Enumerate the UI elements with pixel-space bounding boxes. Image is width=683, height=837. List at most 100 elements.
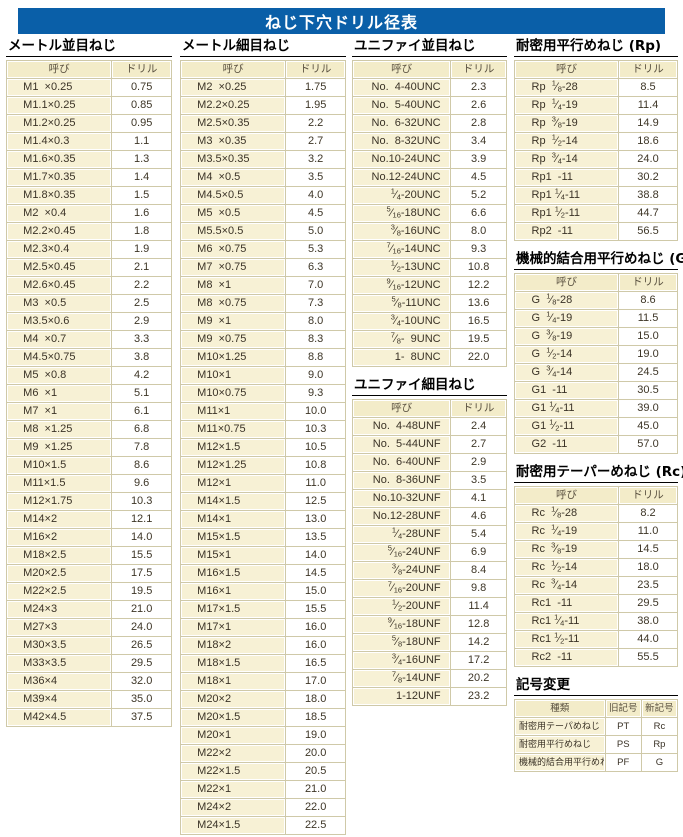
cell-drill-diameter: 1.6: [112, 204, 171, 222]
table-row: M6 ×1 5.1: [7, 384, 171, 402]
table-row: M1.4×0.3 1.1: [7, 132, 171, 150]
table-row: M12×1 11.0: [181, 474, 345, 492]
cell-drill-diameter: 55.5: [619, 648, 677, 666]
cell-drill-diameter: 24.0: [112, 618, 171, 636]
cell-designation: M2.3×0.4: [7, 240, 112, 258]
header-drill: ドリル: [112, 60, 171, 78]
cell-drill-diameter: 3.9: [451, 150, 506, 168]
cell-designation: M7 ×0.75: [181, 258, 286, 276]
table-row: M14×1.5 12.5: [181, 492, 345, 510]
cell-drill-diameter: 9.3: [451, 240, 506, 258]
section-title-metric-fine: メートル細目ねじ: [180, 38, 346, 57]
cell-designation: M10×1.25: [181, 348, 286, 366]
cell-drill-diameter: 32.0: [112, 672, 171, 690]
cell-drill-diameter: 7.8: [112, 438, 171, 456]
cell-drill-diameter: 8.5: [619, 78, 677, 96]
table-row: G1 1⁄2-11 45.0: [515, 417, 677, 435]
cell-drill-diameter: 2.7: [451, 435, 506, 453]
table-row: 7⁄16-14UNC 9.3: [353, 240, 506, 258]
table-row: M2.5×0.45 2.1: [7, 258, 171, 276]
table-row: No.12-24UNC 4.5: [353, 168, 506, 186]
header-drill: ドリル: [286, 60, 345, 78]
table-row: 7⁄8-14UNF 20.2: [353, 669, 506, 687]
table-row: M11×1.5 9.6: [7, 474, 171, 492]
cell-drill-diameter: 7.3: [286, 294, 345, 312]
cell-designation: M22×1: [181, 780, 286, 798]
cell-designation: 3⁄8-24UNF: [353, 561, 451, 579]
column-3: ユニファイ並目ねじ 呼び ドリル No. 4-40UNC 2.3 No. 5-40U…: [352, 38, 507, 708]
table-row: Rc 1⁄8-28 8.2: [515, 504, 677, 522]
table-rp: 呼び ドリル Rp 1⁄8-28 8.5 Rp 1⁄4-19 11.4 Rp 3⁄8-1…: [514, 59, 678, 241]
table-body: No. 4-40UNC 2.3 No. 5-40UNC 2.6 No. 6-32UNC 2…: [353, 78, 506, 366]
table-metric-fine: 呼び ドリル M2 ×0.25 1.75 M2.2×0.25 1.95 M2.5×0.3…: [180, 59, 346, 835]
section-g: 機械的結合用平行めねじ (G) 呼び ドリル G 1⁄8-28 8.6 G 1⁄4-…: [514, 251, 683, 454]
cell-drill-diameter: 8.0: [451, 222, 506, 240]
cell-designation: G1 1⁄2-11: [515, 417, 619, 435]
table-row: 9⁄16-12UNC 12.2: [353, 276, 506, 294]
header-name: 呼び: [353, 399, 451, 417]
cell-drill-diameter: 14.0: [286, 546, 345, 564]
cell-designation: M39×4: [7, 690, 112, 708]
cell-designation: M5.5×0.5: [181, 222, 286, 240]
table-row: M8 ×1 7.0: [181, 276, 345, 294]
cell-designation: M2.6×0.45: [7, 276, 112, 294]
table-row: G2 -11 57.0: [515, 435, 677, 453]
section-title-g: 機械的結合用平行めねじ (G): [514, 251, 683, 270]
cell-designation: M1.1×0.25: [7, 96, 112, 114]
cell-drill-diameter: 6.1: [112, 402, 171, 420]
cell-designation: G 3⁄4-14: [515, 363, 619, 381]
table-row: M22×1 21.0: [181, 780, 345, 798]
cell-designation: M12×1: [181, 474, 286, 492]
cell-designation: No. 5-44UNF: [353, 435, 451, 453]
section-title-unf: ユニファイ細目ねじ: [352, 377, 507, 396]
table-row: G 3⁄8-19 15.0: [515, 327, 677, 345]
cell-designation: M36×4: [7, 672, 112, 690]
table-body: G 1⁄8-28 8.6 G 1⁄4-19 11.5 G 3⁄8-19 15.0 G 1⁄2…: [515, 291, 677, 453]
cell-designation: G 3⁄8-19: [515, 327, 619, 345]
cell-designation: Rp2 -11: [515, 222, 619, 240]
cell-drill-diameter: 14.2: [451, 633, 506, 651]
cell-drill-diameter: 18.0: [619, 558, 677, 576]
cell-designation: M20×2.5: [7, 564, 112, 582]
cell-designation: 3⁄4-10UNC: [353, 312, 451, 330]
cell-drill-diameter: 16.0: [286, 636, 345, 654]
table-row: M7 ×1 6.1: [7, 402, 171, 420]
table-row: M11×0.75 10.3: [181, 420, 345, 438]
table-header-row: 呼び ドリル: [353, 399, 506, 417]
cell-kind: 耐密用テーパめねじ: [515, 717, 605, 735]
table-row: M15×1.5 13.5: [181, 528, 345, 546]
table-row: No. 6-40UNF 2.9: [353, 453, 506, 471]
table-row: M27×3 24.0: [7, 618, 171, 636]
table-row: M2 ×0.25 1.75: [181, 78, 345, 96]
cell-designation: 1⁄2-20UNF: [353, 597, 451, 615]
cell-designation: M9 ×0.75: [181, 330, 286, 348]
cell-drill-diameter: 4.1: [451, 489, 506, 507]
cell-designation: 7⁄8-14UNF: [353, 669, 451, 687]
cell-designation: M14×1: [181, 510, 286, 528]
table-body: 耐密用テーパめねじPTRc耐密用平行めねじPSRp機械的結合用平行めねじPFG: [515, 717, 677, 771]
table-row: Rc2 -11 55.5: [515, 648, 677, 666]
cell-drill-diameter: 3.5: [286, 168, 345, 186]
cell-designation: M3 ×0.5: [7, 294, 112, 312]
cell-drill-diameter: 14.0: [112, 528, 171, 546]
cell-drill-diameter: 10.0: [286, 402, 345, 420]
table-row: M11×1 10.0: [181, 402, 345, 420]
table-row: M4.5×0.75 3.8: [7, 348, 171, 366]
cell-drill-diameter: 5.4: [451, 525, 506, 543]
cell-drill-diameter: 17.5: [112, 564, 171, 582]
cell-drill-diameter: 5.1: [112, 384, 171, 402]
section-title-rp: 耐密用平行めねじ (Rp): [514, 38, 678, 57]
cell-designation: G 1⁄4-19: [515, 309, 619, 327]
cell-drill-diameter: 2.6: [451, 96, 506, 114]
cell-drill-diameter: 45.0: [619, 417, 677, 435]
cell-designation: M8 ×1: [181, 276, 286, 294]
cell-drill-diameter: 11.0: [619, 522, 677, 540]
table-row: M16×1.5 14.5: [181, 564, 345, 582]
cell-drill-diameter: 0.85: [112, 96, 171, 114]
cell-drill-diameter: 18.0: [286, 690, 345, 708]
cell-drill-diameter: 44.0: [619, 630, 677, 648]
table-row: No. 8-32UNC 3.4: [353, 132, 506, 150]
table-row: Rc 1⁄4-19 11.0: [515, 522, 677, 540]
cell-drill-diameter: 30.5: [619, 381, 677, 399]
section-unc: ユニファイ並目ねじ 呼び ドリル No. 4-40UNC 2.3 No. 5-40U…: [352, 38, 507, 367]
